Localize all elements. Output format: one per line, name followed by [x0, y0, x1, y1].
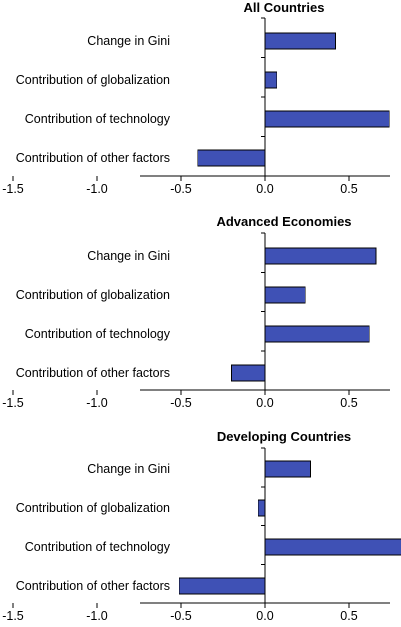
- chart-panel-2: Advanced Economies-1.5-1.0-0.50.00.51.01…: [2, 214, 390, 410]
- category-label: Contribution of other factors: [16, 579, 170, 593]
- chart-panel-1: All Countries-1.5-1.0-0.50.00.51.01.5Cha…: [2, 0, 390, 196]
- x-tick-label: 0.5: [340, 609, 357, 623]
- bar: [264, 286, 306, 304]
- panel-title: All Countries: [244, 0, 325, 15]
- x-tick-label: 0.0: [256, 609, 273, 623]
- bar: [197, 149, 266, 167]
- x-tick-label: 0.5: [340, 182, 357, 196]
- bar: [264, 460, 311, 478]
- x-tick-label: 0.0: [256, 182, 273, 196]
- panel-title: Developing Countries: [217, 429, 351, 444]
- bar: [257, 499, 266, 517]
- category-label: Contribution of other factors: [16, 366, 170, 380]
- category-label: Contribution of other factors: [16, 151, 170, 165]
- category-label: Contribution of technology: [25, 327, 171, 341]
- category-label: Contribution of globalization: [16, 288, 170, 302]
- bar: [264, 110, 390, 128]
- panel-title: Advanced Economies: [216, 214, 351, 229]
- x-tick-label: -0.5: [170, 396, 192, 410]
- x-tick-label: 0.0: [256, 396, 273, 410]
- bar: [264, 538, 401, 556]
- category-label: Contribution of globalization: [16, 501, 170, 515]
- x-tick-label: -0.5: [170, 182, 192, 196]
- bar: [264, 71, 278, 89]
- category-label: Change in Gini: [87, 34, 170, 48]
- x-tick-label: -0.5: [170, 609, 192, 623]
- category-label: Change in Gini: [87, 249, 170, 263]
- x-tick-label: -1.5: [2, 609, 24, 623]
- x-tick-label: -1.5: [2, 396, 24, 410]
- bar: [178, 577, 266, 595]
- x-tick-label: -1.5: [2, 182, 24, 196]
- bar: [230, 364, 266, 382]
- x-tick-label: 0.5: [340, 396, 357, 410]
- x-tick-label: -1.0: [86, 396, 108, 410]
- category-label: Change in Gini: [87, 462, 170, 476]
- category-label: Contribution of technology: [25, 540, 171, 554]
- bar: [264, 247, 377, 265]
- x-tick-label: -1.0: [86, 182, 108, 196]
- category-label: Contribution of technology: [25, 112, 171, 126]
- category-label: Contribution of globalization: [16, 73, 170, 87]
- bar: [264, 325, 370, 343]
- chart-panel-3: Developing Countries-1.5-1.0-0.50.00.51.…: [2, 429, 401, 623]
- bar: [264, 32, 336, 50]
- x-tick-label: -1.0: [86, 609, 108, 623]
